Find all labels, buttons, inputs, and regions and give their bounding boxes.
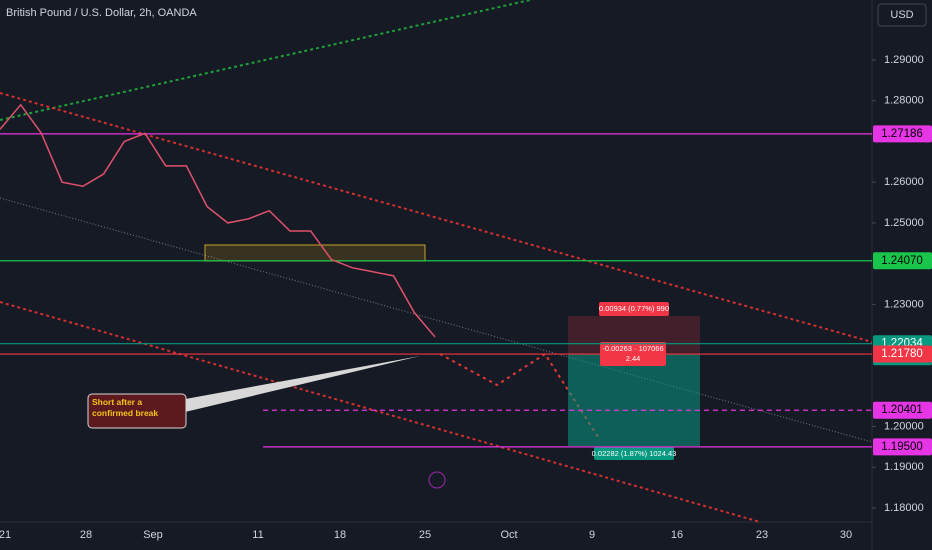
time-label: 11 (252, 529, 263, 541)
label-box (594, 447, 674, 460)
price-tag-label: 1.19500 (881, 441, 923, 453)
ratio-label: 2.44 (626, 354, 641, 363)
time-label: Oct (500, 529, 517, 541)
events-icon[interactable] (428, 471, 446, 489)
callout-pointer (180, 356, 420, 412)
time-label: 16 (671, 529, 683, 541)
price-tag (873, 401, 932, 419)
symbol-title: British Pound / U.S. Dollar, 2h, OANDA (6, 7, 197, 19)
price-tag (873, 345, 932, 363)
currency[interactable]: USD (890, 9, 913, 21)
entry-label: -0.00263 · 107066 (602, 344, 663, 353)
price-label: 1.18000 (884, 502, 924, 514)
time-label: 21 (0, 529, 11, 541)
trend-line (0, 0, 531, 121)
time-label: 28 (80, 529, 92, 541)
price-tag-label: 1.21780 (881, 348, 923, 360)
time-label: 18 (334, 529, 346, 541)
price-label: 1.19000 (884, 461, 924, 473)
price-tag (873, 252, 932, 270)
stop-label: 0.02282 (1.87%) 1024.43 (592, 449, 677, 458)
price-path (0, 103, 436, 338)
trend-line (0, 197, 873, 443)
price-label: 1.25000 (884, 217, 924, 229)
callout (87, 393, 187, 429)
price-label: 1.28000 (884, 95, 924, 107)
price-tag-label: 1.24070 (881, 255, 923, 267)
price-label: 1.29000 (884, 54, 924, 66)
time-label: Sep (143, 529, 163, 541)
price-label: 1.20000 (884, 420, 924, 432)
dynamic: 1.29000 1.28000 1.26000 1.25000 1.23000 1.200… (0, 54, 932, 541)
time-label: 25 (419, 529, 431, 541)
projection (439, 352, 601, 441)
label-box (599, 302, 669, 316)
callout-text: Short after a confirmed break (92, 397, 159, 418)
price-tag-label: 1.27186 (881, 128, 923, 140)
price-tag-label: 1.20401 (881, 404, 923, 416)
price-tag (873, 125, 932, 143)
stop-zone (568, 354, 700, 446)
zone-box (204, 244, 426, 262)
time-label: 30 (840, 529, 852, 541)
time-label: 9 (589, 529, 595, 541)
currency-button[interactable] (877, 3, 927, 27)
price-label: 1.26000 (884, 176, 924, 188)
price-label: 1.23000 (884, 298, 924, 310)
time-label: 23 (756, 529, 768, 541)
target-label: 0.00934 (0.77%) 990 (599, 304, 669, 313)
callout-text-box: Short after a confirmed break (92, 397, 159, 418)
price-tag (873, 438, 932, 456)
